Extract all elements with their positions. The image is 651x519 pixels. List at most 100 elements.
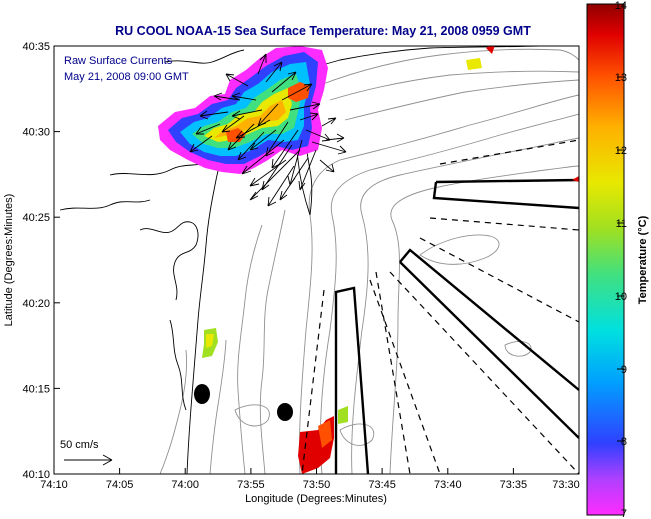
- x-tick-label: 74:05: [106, 479, 134, 491]
- colorbar-tick-label: 10: [615, 291, 627, 303]
- current-arrow: [231, 109, 263, 120]
- current-arrow: [195, 123, 221, 135]
- current-arrow: [227, 123, 255, 151]
- shipping-lane-outline: [432, 178, 579, 210]
- colorbar-tick-label: 11: [616, 218, 627, 230]
- shipping-lane-separation: [375, 271, 411, 474]
- staten-island: [164, 49, 245, 64]
- figure-title: RU COOL NOAA-15 Sea Surface Temperature:…: [115, 24, 531, 38]
- current-arrow: [298, 149, 317, 191]
- x-tick-label: 73:45: [368, 479, 396, 491]
- current-arrow: [281, 83, 313, 101]
- colorbar-ticks: [617, 76, 624, 442]
- current-arrow: [287, 139, 303, 186]
- contour-line: [209, 339, 227, 474]
- current-arrow: [189, 135, 213, 153]
- buoy-marker: [277, 403, 293, 421]
- inland-shoreline: [59, 199, 151, 211]
- x-tick-label: 73:35: [500, 479, 528, 491]
- current-arrow: [267, 165, 295, 207]
- current-arrow: [249, 149, 301, 201]
- inland-shoreline: [139, 221, 199, 301]
- shipping-lane-separation: [429, 217, 579, 231]
- x-axis-ticks: [53, 468, 580, 474]
- x-tick-label: 73:40: [434, 479, 462, 491]
- contour-line: [234, 404, 270, 427]
- y-tick-labels: 40:35 40:30 40:25 40:20 40:15 40:10: [22, 41, 50, 481]
- current-arrow: [311, 141, 347, 155]
- current-vectors: [189, 53, 347, 207]
- current-arrow: [221, 115, 245, 133]
- y-axis-label: Latitude (Degrees:Minutes): [3, 194, 15, 327]
- shipping-lane-separation: [369, 279, 441, 474]
- shipping-lane-separation: [439, 139, 579, 165]
- shipping-lane-separation: [419, 237, 579, 323]
- contour-line: [329, 70, 579, 101]
- x-tick-label: 73:55: [237, 479, 265, 491]
- sst-patch: [466, 58, 482, 70]
- colorbar-tick-label: 8: [621, 436, 627, 448]
- colorbar-tick-label: 12: [615, 145, 627, 157]
- legend-time: May 21, 2008 09:00 GMT: [64, 71, 189, 83]
- shipping-lane-separation: [301, 289, 325, 474]
- y-tick-label: 40:25: [22, 212, 50, 224]
- current-arrow: [271, 71, 297, 93]
- current-arrow: [305, 129, 331, 142]
- current-arrow: [265, 61, 283, 83]
- current-arrow: [261, 144, 293, 191]
- contour-line: [419, 234, 500, 265]
- y-tick-label: 40:35: [22, 41, 50, 53]
- new-jersey-coast: [186, 147, 227, 474]
- x-tick-labels: 74:10 74:05 74:00 73:55 73:50 73:45 73:4…: [40, 479, 580, 491]
- x-tick-label: 73:50: [303, 479, 331, 491]
- current-arrow: [271, 129, 299, 169]
- colorbar-tick-label: 14: [615, 0, 627, 12]
- contour-line: [320, 113, 579, 474]
- contour-line: [389, 165, 579, 474]
- current-arrow: [225, 73, 249, 87]
- current-arrow: [289, 101, 321, 111]
- y-axis-ticks: [54, 45, 60, 475]
- sst-patches: [158, 46, 495, 474]
- contour-line: [344, 79, 579, 121]
- buoy-marker: [194, 384, 210, 404]
- sst-patch: [214, 100, 286, 138]
- current-arrow: [199, 110, 229, 120]
- current-arrow: [299, 112, 319, 121]
- colorbar-label: Temperature (°C): [637, 215, 649, 304]
- shipping-lane-marker: [572, 176, 579, 182]
- current-arrow: [249, 159, 287, 187]
- contour-line: [159, 349, 188, 474]
- x-axis-label: Longitude (Degrees:Minutes): [245, 493, 387, 505]
- shipping-lane-outline: [399, 248, 579, 439]
- scale-label: 50 cm/s: [60, 439, 99, 451]
- x-tick-label: 74:00: [171, 479, 199, 491]
- y-tick-label: 40:10: [22, 469, 50, 481]
- sst-patch: [288, 82, 310, 102]
- colorbar-tick-label: 13: [615, 72, 627, 84]
- inland-shoreline: [169, 319, 187, 411]
- sst-patch: [486, 46, 495, 54]
- shipping-lane-separation: [389, 271, 579, 474]
- sst-patch: [318, 420, 332, 448]
- current-arrow: [237, 131, 265, 161]
- contour-line: [319, 48, 579, 86]
- contour-line: [259, 209, 286, 474]
- current-arrow: [257, 53, 267, 75]
- scale-arrow-head: [102, 454, 113, 466]
- contour-line: [299, 94, 579, 474]
- bathymetry-contours: [159, 48, 579, 474]
- colorbar-tick-labels: 7 8 9 10 11 12 13 14: [615, 0, 627, 519]
- colorbar-tick-label: 7: [621, 508, 627, 519]
- y-tick-label: 40:20: [22, 298, 50, 310]
- contour-line: [504, 341, 532, 357]
- sst-patch: [206, 334, 214, 348]
- x-tick-label: 73:30: [552, 479, 580, 491]
- sst-patch: [338, 406, 348, 424]
- y-tick-label: 40:30: [22, 127, 50, 139]
- contour-line: [237, 224, 263, 474]
- current-arrow: [249, 129, 277, 151]
- sst-patch: [204, 88, 292, 142]
- current-arrow: [319, 159, 335, 173]
